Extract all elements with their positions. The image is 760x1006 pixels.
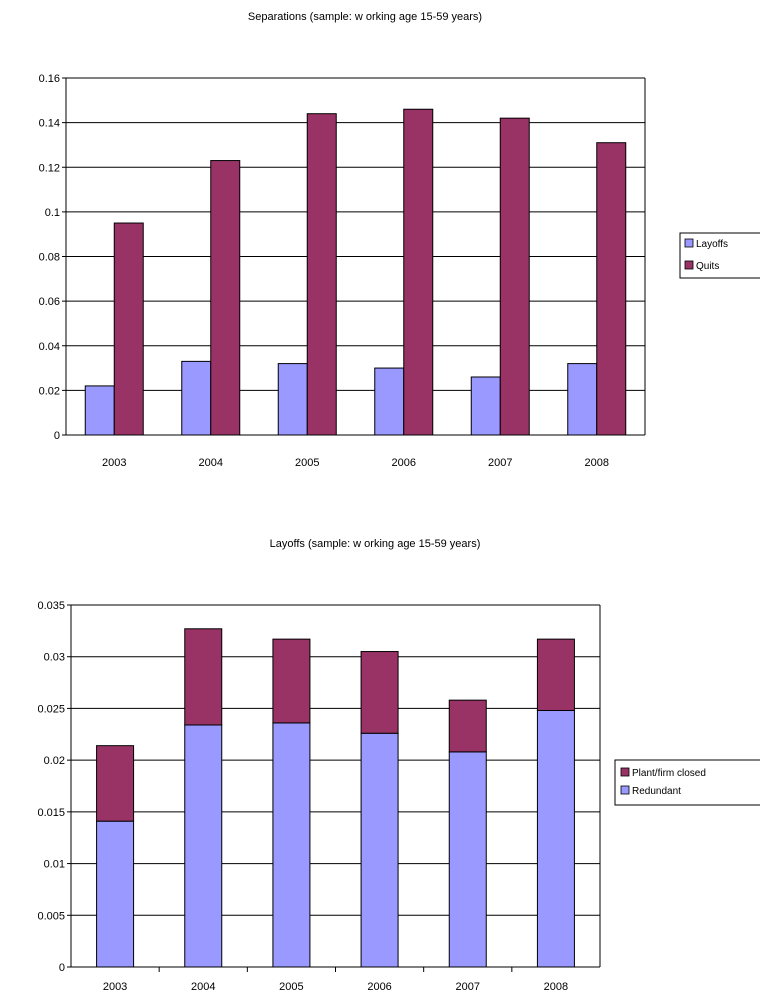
y-tick-label: 0.015 <box>37 807 65 819</box>
x-tick-label: 2003 <box>103 981 127 993</box>
bar-layoffs-2005 <box>277 363 308 436</box>
chart-title: Separations (sample: w orking age 15-59 … <box>248 11 482 23</box>
legend-swatch-plant-firm-closed <box>620 767 630 777</box>
layoffs-chart: Layoffs (sample: w orking age 15-59 year… <box>37 538 760 993</box>
x-tick-label: 2005 <box>295 457 319 469</box>
x-tick-label: 2004 <box>199 457 223 469</box>
x-tick-label: 2006 <box>367 981 391 993</box>
bar-plant-firm-closed-2003 <box>96 745 135 822</box>
bar-redundant-2007 <box>448 751 487 968</box>
bar-layoffs-2004 <box>181 360 212 436</box>
bar-redundant-2006 <box>360 732 399 968</box>
y-tick-label: 0.02 <box>39 385 60 397</box>
legend-swatch-redundant <box>620 785 630 795</box>
bar-plant-firm-closed-2007 <box>448 699 487 753</box>
y-tick-label: 0.06 <box>39 296 60 308</box>
y-tick-label: 0.03 <box>44 652 65 664</box>
x-tick-label: 2003 <box>102 457 126 469</box>
legend-label-plant-firm-closed: Plant/firm closed <box>632 768 706 779</box>
bar-plant-firm-closed-2008 <box>536 638 575 711</box>
x-tick-label: 2007 <box>488 457 512 469</box>
chart-title: Layoffs (sample: w orking age 15-59 year… <box>270 538 481 550</box>
bar-layoffs-2003 <box>84 385 115 436</box>
bar-plant-firm-closed-2006 <box>360 651 399 734</box>
legend-swatch-quits <box>684 260 694 270</box>
bar-quits-2007 <box>499 117 530 436</box>
y-tick-label: 0.04 <box>39 341 60 353</box>
x-tick-label: 2005 <box>279 981 303 993</box>
legend-label-redundant: Redundant <box>632 786 681 797</box>
x-tick-label: 2004 <box>191 981 215 993</box>
legend-label-quits: Quits <box>696 261 719 272</box>
y-tick-label: 0.1 <box>45 207 60 219</box>
y-tick-label: 0.005 <box>37 910 65 922</box>
y-tick-label: 0.12 <box>39 162 60 174</box>
y-tick-label: 0.14 <box>39 118 60 130</box>
y-tick-label: 0.02 <box>44 755 65 767</box>
legend: Layoffs Quits <box>679 232 760 279</box>
bar-quits-2003 <box>113 222 144 436</box>
y-tick-label: 0.035 <box>37 600 65 612</box>
bar-plant-firm-closed-2005 <box>272 638 311 724</box>
legend: Plant/firm closed Redundant <box>614 759 760 806</box>
x-tick-label: 2008 <box>585 457 609 469</box>
y-tick-label: 0.025 <box>37 703 65 715</box>
bar-layoffs-2008 <box>567 363 598 436</box>
bar-layoffs-2007 <box>470 376 501 436</box>
bar-redundant-2004 <box>184 724 223 968</box>
legend-label-layoffs: Layoffs <box>696 239 728 250</box>
bar-quits-2004 <box>210 160 241 436</box>
y-tick-label: 0.16 <box>39 73 60 85</box>
y-tick-label: 0 <box>59 962 65 974</box>
bar-redundant-2003 <box>96 820 135 968</box>
x-tick-label: 2008 <box>544 981 568 993</box>
y-tick-label: 0.01 <box>44 859 65 871</box>
bar-quits-2005 <box>306 113 337 436</box>
bar-layoffs-2006 <box>374 367 405 436</box>
bar-quits-2006 <box>403 108 434 436</box>
x-tick-label: 2006 <box>392 457 416 469</box>
bar-redundant-2008 <box>536 709 575 968</box>
separations-chart: Separations (sample: w orking age 15-59 … <box>39 11 760 469</box>
bar-redundant-2005 <box>272 722 311 968</box>
x-tick-label: 2007 <box>456 981 480 993</box>
legend-swatch-layoffs <box>684 238 694 248</box>
y-tick-label: 0 <box>54 430 60 442</box>
bar-quits-2008 <box>596 142 627 436</box>
bar-plant-firm-closed-2004 <box>184 628 223 726</box>
y-tick-label: 0.08 <box>39 252 60 264</box>
legend-box <box>614 759 760 806</box>
